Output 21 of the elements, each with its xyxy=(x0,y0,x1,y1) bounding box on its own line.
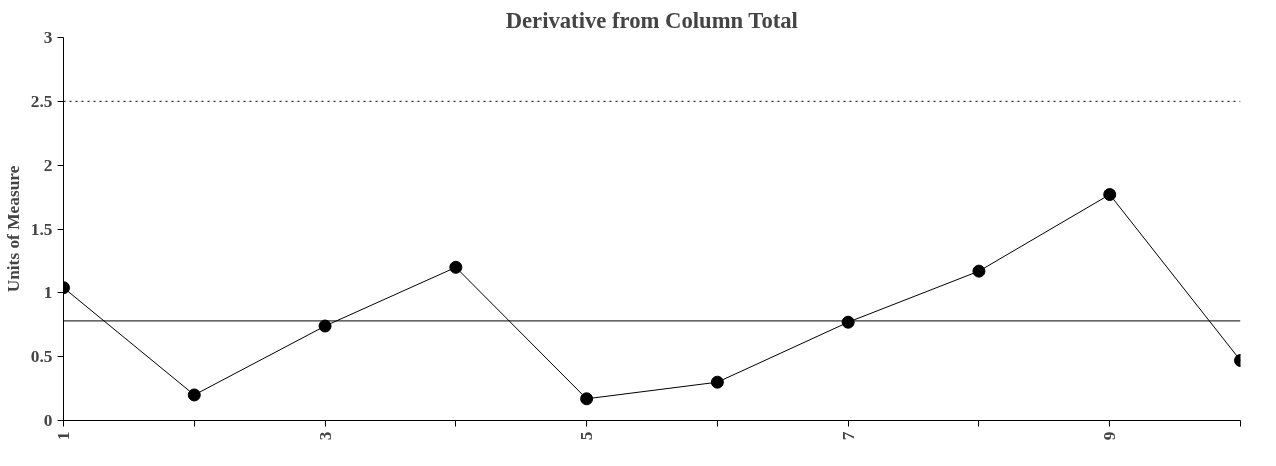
y-axis-title: Units of Measure xyxy=(3,165,23,293)
point xyxy=(972,264,986,278)
x-tick-label: 3 xyxy=(315,431,335,441)
y-tick-label: 2.5 xyxy=(30,91,53,111)
y-tick-label: 1 xyxy=(43,283,53,303)
point xyxy=(1103,188,1117,202)
x-tick-label: 7 xyxy=(838,431,858,441)
y-tick-label: 2 xyxy=(43,155,53,175)
x-tick-label: 5 xyxy=(577,431,597,441)
y-tick-label: 0 xyxy=(43,411,53,430)
y-tick-label: 1.5 xyxy=(30,219,53,239)
point xyxy=(710,375,724,389)
chart-title: Derivative from Column Total xyxy=(505,7,798,33)
point xyxy=(187,388,201,402)
x-tick-label: 1 xyxy=(54,431,73,441)
x-tick-label: 9 xyxy=(1100,431,1120,441)
y-tick-label: 3 xyxy=(43,28,53,47)
point xyxy=(449,260,463,274)
point xyxy=(318,319,332,333)
point xyxy=(580,392,594,406)
y-tick-label: 0.5 xyxy=(30,347,53,367)
